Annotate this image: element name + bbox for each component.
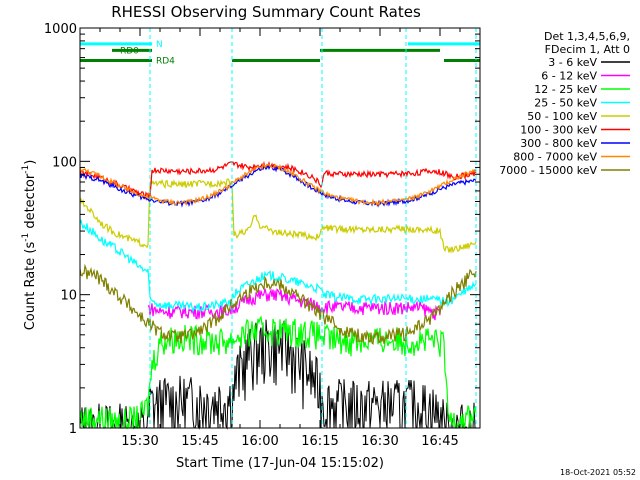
series-line-1 (147, 288, 441, 321)
x-tick-label-0: 15:30 (121, 434, 158, 449)
legend-entry-label-7: 800 - 7000 keV (513, 151, 597, 164)
x-tick-label-3: 16:15 (301, 434, 338, 449)
y-axis-label: Count Rate (s-1 detector-1) (21, 160, 38, 331)
x-axis-label: Start Time (17-Jun-04 15:15:02) (176, 456, 384, 471)
instrument-flags: N RD0 RD4 (80, 40, 480, 67)
y-tick-label-2: 100 (52, 155, 77, 170)
y-label-sup1: -1 (21, 233, 31, 242)
series-lines (79, 160, 477, 430)
series-line-2 (79, 315, 477, 430)
y-label-main: Count Rate (s (23, 242, 38, 331)
chart-title: RHESSI Observing Summary Count Rates (111, 3, 421, 21)
x-tick-label-5: 16:45 (421, 434, 458, 449)
flag-label-0: N (156, 40, 163, 50)
y-label-sup2: -1 (21, 165, 31, 174)
flag-label-2: RD4 (156, 57, 175, 67)
legend: Det 1,3,4,5,6,9, FDecim 1, Att 0 3 - 6 k… (499, 30, 630, 177)
series-line-4 (79, 178, 477, 254)
series-line-0 (79, 319, 476, 430)
legend-entry-label-3: 25 - 50 keV (534, 97, 597, 110)
legend-header-line-2: FDecim 1, Att 0 (545, 43, 630, 56)
y-tick-label-0: 1 (69, 422, 77, 437)
y-label-end: ) (23, 160, 38, 165)
series-line-7 (79, 163, 477, 207)
x-tick-label-2: 16:00 (241, 434, 278, 449)
legend-entry-label-5: 100 - 300 keV (520, 124, 597, 137)
legend-entry-label-8: 7000 - 15000 keV (499, 164, 597, 177)
series-line-8 (79, 263, 477, 346)
legend-entry-label-6: 300 - 800 keV (520, 137, 597, 150)
y-tick-label-3: 1000 (44, 22, 77, 37)
legend-entry-label-0: 3 - 6 keV (548, 56, 597, 69)
series-line-6 (79, 163, 477, 208)
footer-date: 18-Oct-2021 05:52 (560, 468, 636, 477)
legend-entry-label-4: 50 - 100 keV (527, 110, 597, 123)
legend-entry-label-2: 12 - 25 keV (534, 83, 597, 96)
flag-label-1: RD0 (120, 46, 139, 56)
night-boundaries (149, 28, 477, 428)
x-tick-label-1: 15:45 (181, 434, 218, 449)
axis-ticks: 15:30 15:45 16:00 16:15 16:30 16:45 1 10 100 1000 (44, 22, 480, 449)
legend-header-line-1: Det 1,3,4,5,6,9, (544, 30, 630, 43)
y-tick-label-1: 10 (60, 289, 77, 304)
x-tick-label-4: 16:30 (361, 434, 398, 449)
y-label-mid: detector (23, 173, 38, 233)
legend-entry-label-1: 6 - 12 keV (541, 70, 597, 83)
y-axis-label-group: Count Rate (s-1 detector-1) (21, 160, 38, 331)
